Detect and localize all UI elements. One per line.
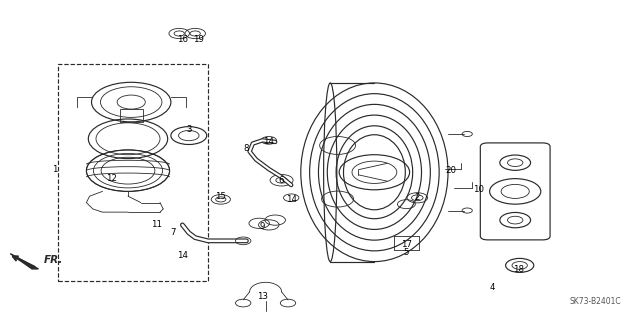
Text: 17: 17	[401, 240, 412, 249]
Text: 2: 2	[415, 193, 420, 202]
Text: 13: 13	[257, 292, 268, 301]
Text: 12: 12	[106, 174, 118, 183]
Text: 4: 4	[490, 283, 495, 292]
Text: FR.: FR.	[44, 255, 63, 265]
Text: 6: 6	[279, 176, 284, 185]
Text: 10: 10	[473, 185, 484, 194]
Text: 7: 7	[170, 228, 175, 237]
Text: SK73-B2401C: SK73-B2401C	[569, 297, 621, 306]
Text: 14: 14	[263, 137, 275, 146]
Text: 1: 1	[52, 165, 57, 174]
Text: 5: 5	[404, 248, 409, 256]
Text: 16: 16	[177, 35, 188, 44]
Text: 14: 14	[285, 195, 297, 204]
Text: 15: 15	[215, 192, 227, 201]
Text: 18: 18	[513, 265, 524, 274]
Text: 3: 3	[186, 125, 191, 134]
Text: 14: 14	[177, 251, 188, 260]
Bar	[120, 109, 143, 122]
Text: 20: 20	[445, 166, 457, 175]
Text: 19: 19	[193, 35, 204, 44]
Bar	[58, 64, 208, 281]
Text: 9: 9	[260, 222, 265, 231]
Text: 11: 11	[151, 220, 163, 229]
Text: 8: 8	[244, 144, 249, 153]
Polygon shape	[10, 254, 38, 269]
